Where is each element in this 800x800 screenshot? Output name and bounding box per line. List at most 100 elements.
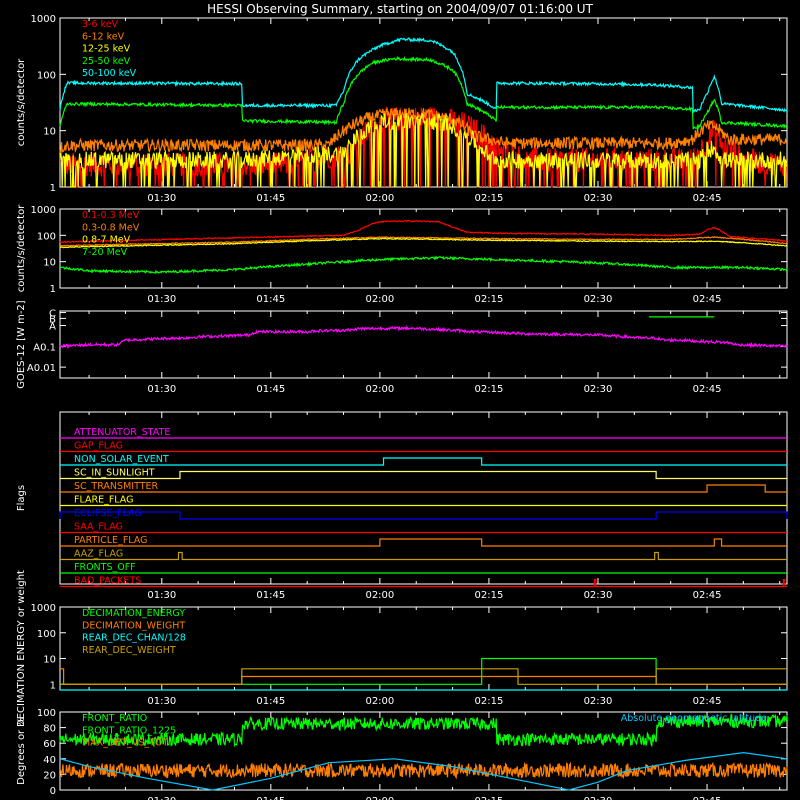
panel-0-xtick-label-2: 02:00	[365, 193, 394, 204]
panel-2-xtick-label-4: 02:30	[584, 384, 613, 395]
panel-4-legend-rear-dec-weight: REAR_DEC_WEIGHT	[82, 645, 176, 656]
flag-trace-aaz-flag	[60, 551, 787, 561]
panel-1-xtick-label-2: 02:00	[365, 294, 394, 305]
panel-1-ytick-label-1: 10	[43, 258, 56, 269]
flag-label-particle-flag: PARTICLE_FLAG	[74, 535, 147, 546]
panel-4-legend-decimation-energy: DECIMATION_ENERGY	[82, 608, 185, 619]
panel-4-xtick-label-5: 02:45	[693, 696, 722, 707]
panel-4-xtick-label-1: 01:45	[256, 696, 285, 707]
panel-1-ytick-label-0: 1	[50, 284, 56, 295]
panel-1-xtick-label-1: 01:45	[256, 294, 285, 305]
panel-2-ytick-label-4: C	[49, 309, 56, 320]
panel-1-series-0-1-0-3-mev	[59, 219, 788, 244]
panel-0-legend-12-25-kev: 12-25 keV	[82, 44, 131, 55]
panel-1-series-7-20-mev	[59, 255, 788, 274]
panel-0-series-6-12-kev	[59, 107, 788, 154]
flag-label-aaz-flag: AAZ_FLAG	[74, 549, 123, 560]
panel-5-series-absolute-geomagnetic-latitude	[59, 751, 788, 791]
panel-0-frame	[59, 17, 788, 188]
panel-4-xtick-label-3: 02:15	[475, 696, 504, 707]
flag-label-saa-flag: SAA_FLAG	[74, 522, 123, 533]
flag-trace-sc-in-sunlight	[60, 470, 787, 480]
panel-0-legend-50-100-kev: 50-100 keV	[82, 68, 137, 79]
panel-3-xtick-label-0: 01:30	[147, 590, 176, 601]
panel-2-xtick-label-3: 02:15	[475, 384, 504, 395]
panel-3-xtick-label-2: 02:00	[365, 590, 394, 601]
panel-5-xtick-label-1: 01:45	[256, 796, 285, 800]
panel-0-series-25-50-kev	[59, 55, 788, 131]
panel-5-series-max-det-vs-tot	[59, 761, 788, 780]
panel-0-xtick-label-3: 02:15	[475, 193, 504, 204]
panel-1-legend-0-3-0-8-mev: 0.3-0.8 MeV	[82, 222, 140, 233]
panel-1-ylabel: counts/s/detector	[16, 204, 27, 292]
flag-label-sc-in-sunlight: SC_IN_SUNLIGHT	[74, 468, 155, 479]
panel-5-legend-front-ratio: FRONT_RATIO	[82, 713, 147, 724]
panel-1-legend-0-1-0-3-mev: 0.1-0.3 MeV	[82, 210, 140, 221]
flag-trace-bad-packets	[60, 578, 787, 588]
panel-1-xtick-label-0: 01:30	[147, 294, 176, 305]
panel-1-legend-7-20-mev: 7-20 MeV	[82, 247, 128, 258]
panel-0-series-50-100-kev	[59, 37, 788, 114]
panel-0-ytick-label-2: 100	[37, 70, 56, 81]
panel-0-ytick-label-1: 10	[43, 127, 56, 138]
panel-0-legend-3-6-kev: 3-6 keV	[82, 19, 119, 30]
panel-0-xtick-label-4: 02:30	[584, 193, 613, 204]
panel-0-xtick-label-0: 01:30	[147, 193, 176, 204]
panel-2-ytick-label-3: B	[49, 314, 56, 325]
flag-trace-sc-transmitter	[60, 484, 787, 493]
panel-2-ytick-label-2: A	[49, 322, 56, 333]
panel-1-xtick-label-5: 02:45	[693, 294, 722, 305]
panel-2-xtick-label-2: 02:00	[365, 384, 394, 395]
panel-4-series-decimation-energy	[60, 657, 787, 685]
panel-2-frame	[59, 310, 788, 379]
panel-5-ylabel: Degrees or %	[16, 717, 27, 785]
panel-2-xtick-label-5: 02:45	[693, 384, 722, 395]
panel-0-legend-25-50-kev: 25-50 keV	[82, 56, 131, 67]
flag-label-flare-flag: FLARE_FLAG	[74, 495, 134, 506]
flag-label-non-solar-event: NON_SOLAR_EVENT	[74, 454, 169, 465]
panel-4-series-rear-dec-weight	[60, 668, 787, 685]
panel-2-xtick-label-0: 01:30	[147, 384, 176, 395]
panel-5-ytick-label-4: 80	[43, 724, 56, 735]
panel-4-xtick-label-4: 02:30	[584, 696, 613, 707]
panel-5-xtick-label-2: 02:00	[365, 796, 394, 800]
flag-label-bad-packets: BAD_PACKETS	[74, 576, 141, 587]
panel-5-ytick-label-3: 60	[43, 739, 56, 750]
flag-trace-non-solar-event	[60, 457, 787, 466]
panel-5-xtick-label-3: 02:15	[475, 796, 504, 800]
panel-4-legend-decimation-weight: DECIMATION_WEIGHT	[82, 620, 185, 631]
panel-5-legend-front-ratio-1225: FRONT_RATIO_1225	[82, 725, 176, 736]
panel-5-ytick-label-0: 0	[50, 786, 56, 797]
panel-2-ylabel: GOES-12 [W m-2]	[16, 300, 27, 388]
panel-2-series-goes-long	[59, 325, 788, 349]
panel-3-xtick-label-4: 02:30	[584, 590, 613, 601]
flag-label-gap-flag: GAP_FLAG	[74, 441, 123, 452]
panel-3-ylabel: Flags	[16, 485, 27, 511]
panel-5-ytick-label-1: 20	[43, 770, 56, 781]
panel-4-xtick-label-0: 01:30	[147, 696, 176, 707]
panel-4-ytick-label-2: 100	[37, 629, 56, 640]
panel-4-legend-rear-dec-chan-128: REAR_DEC_CHAN/128	[82, 633, 186, 644]
panel-3-xtick-label-1: 01:45	[256, 590, 285, 601]
panel-0-ytick-label-0: 1	[50, 183, 56, 194]
panel-5-xtick-label-4: 02:30	[584, 796, 613, 800]
panel-3-frame	[59, 411, 788, 585]
flag-label-sc-transmitter: SC_TRANSMITTER	[74, 481, 159, 492]
panel-0-series-12-25-kev	[59, 112, 788, 188]
panel-4-series-decimation-weight	[60, 668, 787, 685]
panel-2-ytick-label-0: A0.01	[27, 363, 56, 374]
panel-5-frame	[59, 711, 788, 791]
panel-1-ytick-label-3: 1000	[31, 205, 56, 216]
panel-5-xtick-label-5: 02:45	[693, 796, 722, 800]
panel-0-xtick-label-5: 02:45	[693, 193, 722, 204]
panel-4-ytick-label-3: 1000	[31, 603, 56, 614]
panel-3-xtick-label-5: 02:45	[693, 590, 722, 601]
flag-trace-eclipse-flag	[59, 511, 788, 520]
panel-1-series-0-3-0-8-mev	[59, 235, 788, 247]
panel-5-ytick-label-5: 100	[37, 708, 56, 719]
panel-0-ytick-label-3: 1000	[31, 14, 56, 25]
flag-trace-particle-flag	[60, 538, 787, 547]
panel-1-ytick-label-2: 100	[37, 231, 56, 242]
panel-4-ytick-label-0: 1	[50, 680, 56, 691]
